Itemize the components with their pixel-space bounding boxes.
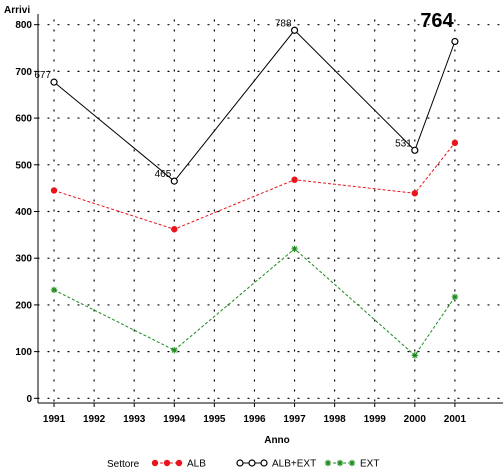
- x-tick-label: 2000: [404, 414, 427, 425]
- legend-swatch-marker: [336, 459, 344, 467]
- x-tick-label: 1997: [283, 414, 306, 425]
- y-tick-label: 700: [15, 67, 32, 78]
- y-tick-label: 400: [15, 207, 32, 218]
- data-point: [290, 26, 299, 34]
- data-point: [50, 78, 58, 86]
- data-point: [291, 245, 298, 253]
- data-point: [451, 139, 459, 147]
- highlight-annotation: 764: [420, 10, 454, 32]
- x-tick-label: 1996: [243, 414, 266, 425]
- legend-swatch-marker: [236, 459, 244, 467]
- series-line: [53, 29, 456, 182]
- data-point: [451, 37, 459, 46]
- legend-swatch-marker: [260, 459, 268, 467]
- legend-swatch-marker: [151, 459, 159, 467]
- x-tick-label: 1994: [163, 414, 186, 425]
- legend-swatch-marker: [348, 459, 356, 467]
- data-label: 531: [395, 138, 412, 149]
- series-line: [53, 248, 456, 357]
- x-tick-label: 1995: [203, 414, 226, 425]
- series-alb: [50, 139, 459, 233]
- y-tick-label: 300: [15, 254, 32, 265]
- y-tick-label: 200: [15, 300, 32, 311]
- data-label: 465: [155, 169, 172, 180]
- x-tick-label: 1992: [83, 414, 106, 425]
- legend-label: ALB: [187, 459, 206, 470]
- data-point: [50, 187, 58, 194]
- data-point: [171, 226, 178, 233]
- legend-swatch-marker: [248, 459, 256, 467]
- y-tick-label: 500: [15, 160, 32, 171]
- data-point: [411, 146, 419, 154]
- series-alb-ext: 677 465 788 531: [34, 18, 459, 185]
- x-tick-label: 1999: [364, 414, 387, 425]
- data-label: 788: [275, 18, 292, 29]
- legend-label: EXT: [360, 459, 379, 470]
- series-ext: [50, 245, 459, 359]
- legend-title: Settore: [107, 459, 140, 470]
- data-point: [451, 293, 459, 301]
- x-tick-label: 1998: [324, 414, 347, 425]
- legend: Settore ALB ALB+EXT EXT: [107, 459, 379, 471]
- x-tick-label: 1991: [43, 414, 66, 425]
- y-axis-title: Arrivi: [4, 5, 30, 16]
- x-tick-label: 1993: [123, 414, 146, 425]
- data-point: [291, 176, 298, 183]
- grid: [37, 19, 504, 404]
- data-point: [411, 190, 419, 197]
- data-point: [171, 347, 178, 354]
- data-point: [50, 286, 58, 294]
- data-point: [411, 352, 419, 359]
- data-label: 677: [34, 70, 51, 81]
- data-point: [170, 177, 178, 185]
- legend-swatch-marker: [324, 459, 332, 467]
- series-line: [53, 142, 456, 230]
- y-tick-label: 600: [15, 114, 32, 125]
- y-tick-label: 0: [26, 394, 32, 405]
- x-tick-label: 2001: [444, 414, 467, 425]
- legend-label: ALB+EXT: [272, 459, 316, 470]
- x-axis-title: Anno: [264, 435, 290, 446]
- y-tick-label: 100: [15, 347, 32, 358]
- y-tick-label: 800: [15, 20, 32, 31]
- legend-swatch-marker: [163, 459, 171, 467]
- legend-swatch-marker: [175, 459, 183, 467]
